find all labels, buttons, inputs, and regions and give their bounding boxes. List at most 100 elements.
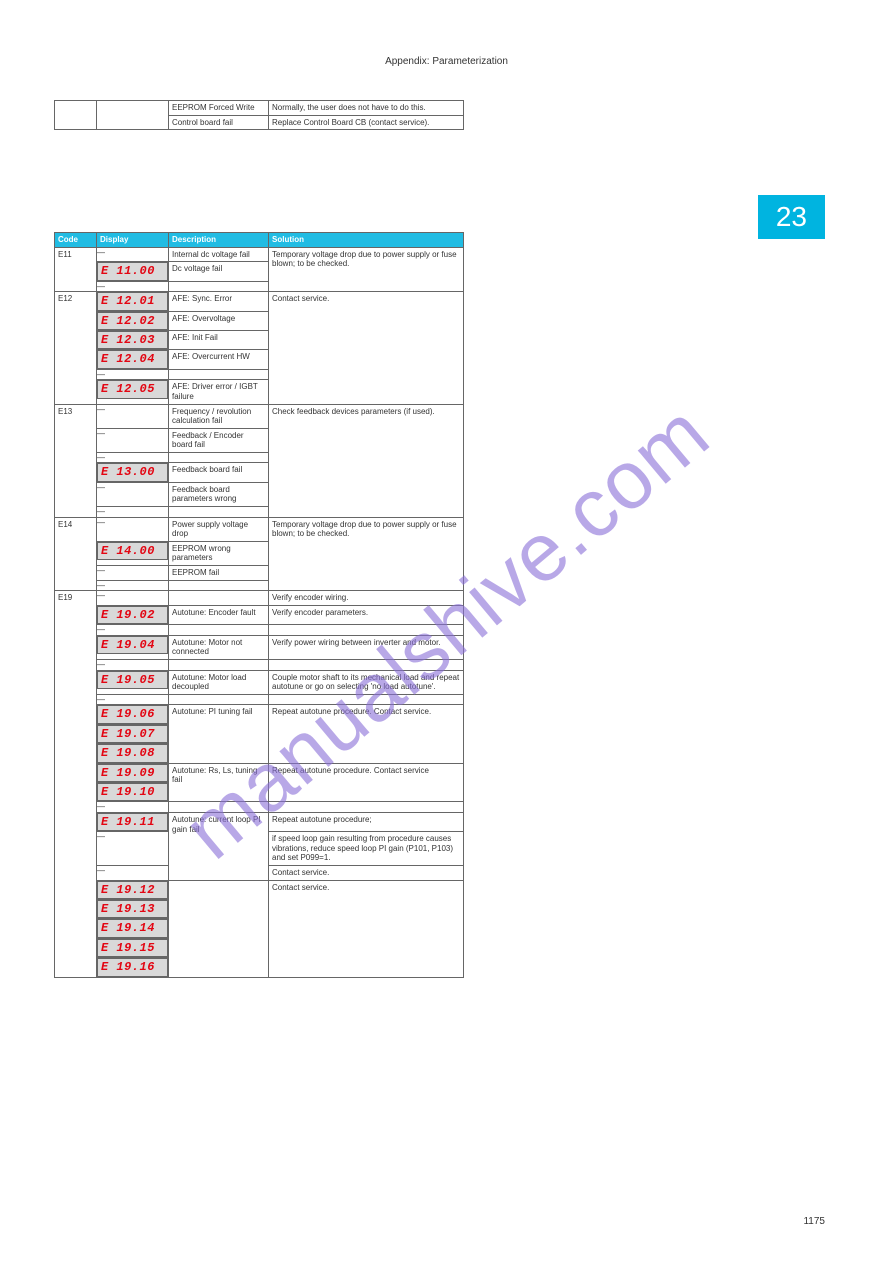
lcd-code: E 19.04 xyxy=(97,636,168,654)
cell-display: E 12.05 xyxy=(97,380,169,404)
cell-desc: Autotune: Encoder fault xyxy=(169,605,269,624)
cell-display: E 19.12 xyxy=(97,880,169,899)
cell-desc: AFE: Driver error / IGBT failure xyxy=(169,380,269,404)
cell-desc: AFE: Sync. Error xyxy=(169,292,269,311)
table-row: E 19.12 Contact service. xyxy=(55,880,464,899)
cell-desc: Autotune: Rs, Ls, tuning fail xyxy=(169,763,269,802)
table-row: — xyxy=(55,659,464,670)
lcd-code: E 19.10 xyxy=(97,783,168,801)
cell-desc: Control board fail xyxy=(169,115,269,130)
cell-display: E 19.11 xyxy=(97,812,169,831)
cell-display: E 19.14 xyxy=(97,919,169,938)
cell-desc xyxy=(169,580,269,591)
cell-desc: Autotune: current loop PI gain fail xyxy=(169,812,269,880)
cell-display: E 13.00 xyxy=(97,463,169,482)
cell-desc xyxy=(169,281,269,292)
cell-desc xyxy=(169,880,269,977)
cell-sol: Repeat autotune procedure. Contact servi… xyxy=(269,763,464,802)
cell-desc: Autotune: Motor not connected xyxy=(169,635,269,659)
cell-desc xyxy=(169,452,269,463)
cell-display: — xyxy=(97,369,169,380)
lcd-code: E 14.00 xyxy=(97,542,168,560)
cell-sol: Contact service. xyxy=(269,866,464,881)
cell-display: — xyxy=(97,625,169,636)
cell-desc: EEPROM Forced Write xyxy=(169,101,269,116)
cell-display: E 19.13 xyxy=(97,900,169,919)
cell-sol: Verify encoder wiring. xyxy=(269,591,464,606)
cell-display: — xyxy=(97,517,169,541)
header-code: Code xyxy=(55,233,97,248)
cell-desc: Dc voltage fail xyxy=(169,262,269,281)
cell-code xyxy=(55,101,97,130)
lcd-code: E 12.04 xyxy=(97,350,168,368)
cell-sol: if speed loop gain resulting from proced… xyxy=(269,832,464,866)
cell-display: E 19.07 xyxy=(97,724,169,743)
cell-desc: AFE: Init Fail xyxy=(169,330,269,349)
cell-sol: Verify power wiring between inverter and… xyxy=(269,635,464,659)
cell-desc: Feedback / Encoder board fail xyxy=(169,428,269,452)
cell-desc: EEPROM wrong parameters xyxy=(169,541,269,565)
cell-code: E19 xyxy=(55,591,97,977)
lcd-code: E 12.01 xyxy=(97,292,168,310)
main-table-container: Code Display Description Solution E11 — … xyxy=(54,232,464,978)
table-row: — xyxy=(55,625,464,636)
cell-sol xyxy=(269,659,464,670)
lcd-code: E 19.06 xyxy=(97,705,168,723)
cell-sol: Normally, the user does not have to do t… xyxy=(269,101,464,116)
lcd-code: E 19.12 xyxy=(97,881,168,899)
cell-display: — xyxy=(97,659,169,670)
cell-display: E 19.04 xyxy=(97,635,169,659)
cell-desc xyxy=(169,802,269,813)
top-table: EEPROM Forced Write Normally, the user d… xyxy=(54,100,464,130)
table-row: — xyxy=(55,802,464,813)
cell-display: E 12.02 xyxy=(97,311,169,330)
cell-code: E13 xyxy=(55,404,97,517)
cell-display: E 12.01 xyxy=(97,292,169,311)
lcd-code: E 19.09 xyxy=(97,764,168,782)
cell-code: E11 xyxy=(55,247,97,292)
cell-desc: Power supply voltage drop xyxy=(169,517,269,541)
lcd-code: E 19.05 xyxy=(97,671,168,689)
cell-display: E 19.08 xyxy=(97,744,169,763)
cell-desc: Feedback board fail xyxy=(169,463,269,482)
page-header: Appendix: Parameterization xyxy=(385,56,508,67)
table-row: E 19.05 Autotune: Motor load decoupled C… xyxy=(55,670,464,694)
cell-display: — xyxy=(97,482,169,506)
cell-desc xyxy=(169,694,269,705)
cell-display: E 19.06 xyxy=(97,705,169,724)
cell-display: — xyxy=(97,566,169,581)
cell-display: — xyxy=(97,832,169,866)
cell-sol: Check feedback devices parameters (if us… xyxy=(269,404,464,517)
lcd-code: E 13.00 xyxy=(97,463,168,481)
table-row: E11 — Internal dc voltage fail Temporary… xyxy=(55,247,464,262)
cell-desc: Internal dc voltage fail xyxy=(169,247,269,262)
lcd-code: E 12.03 xyxy=(97,331,168,349)
cell-sol: Repeat autotune procedure; xyxy=(269,812,464,831)
cell-sol: Repeat autotune procedure. Contact servi… xyxy=(269,705,464,763)
header-desc: Description xyxy=(169,233,269,248)
cell-display: E 19.05 xyxy=(97,670,169,694)
lcd-code: E 19.11 xyxy=(97,813,168,831)
header-display: Display xyxy=(97,233,169,248)
lcd-code: E 19.02 xyxy=(97,606,168,624)
table-row: E 19.02 Autotune: Encoder fault Verify e… xyxy=(55,605,464,624)
cell-display: E 19.10 xyxy=(97,782,169,801)
cell-sol: Contact service. xyxy=(269,292,464,404)
main-table: Code Display Description Solution E11 — … xyxy=(54,232,464,978)
lcd-code: E 12.05 xyxy=(97,380,168,398)
lcd-code: E 19.14 xyxy=(97,919,168,937)
cell-display: E 19.16 xyxy=(97,958,169,977)
table-row: EEPROM Forced Write Normally, the user d… xyxy=(55,101,464,116)
cell-sol: Contact service. xyxy=(269,880,464,977)
cell-display: — xyxy=(97,591,169,606)
cell-desc: Feedback board parameters wrong xyxy=(169,482,269,506)
cell-display: — xyxy=(97,281,169,292)
page-number: 1175 xyxy=(803,1216,825,1227)
cell-display: E 12.04 xyxy=(97,350,169,369)
cell-desc: Autotune: Motor load decoupled xyxy=(169,670,269,694)
lcd-code: E 19.08 xyxy=(97,744,168,762)
cell-desc: AFE: Overcurrent HW xyxy=(169,350,269,369)
table-row: E12 E 12.01 AFE: Sync. Error Contact ser… xyxy=(55,292,464,311)
lcd-code: E 12.02 xyxy=(97,312,168,330)
cell-sol: Couple motor shaft to its mechanical loa… xyxy=(269,670,464,694)
